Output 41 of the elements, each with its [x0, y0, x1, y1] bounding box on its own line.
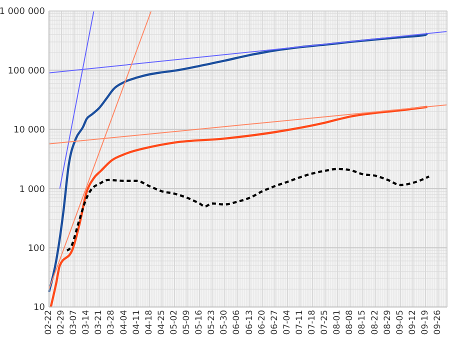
line-series [50, 106, 428, 308]
x-tick-label: 09-19 [420, 310, 430, 335]
x-tick-label: 03-07 [69, 310, 80, 335]
x-tick-label: 09-05 [395, 310, 406, 335]
x-tick-label: 06-20 [257, 310, 268, 335]
x-tick-label: 07-18 [308, 310, 318, 335]
x-tick-label: 06-13 [244, 310, 255, 335]
y-tick-label: 1 000 000 [0, 7, 46, 18]
x-tick-label: 02-29 [56, 310, 67, 335]
x-tick-label: 09-12 [408, 310, 418, 335]
x-tick-label: 03-14 [82, 310, 92, 335]
y-tick-label: 10 000 [14, 126, 46, 136]
x-tick-label: 04-25 [156, 310, 167, 335]
x-tick-label: 04-18 [144, 310, 154, 335]
x-tick-label: 08-01 [332, 310, 343, 335]
x-tick-label: 05-30 [220, 310, 230, 335]
x-tick-label: 05-09 [182, 310, 192, 335]
x-tick-label: 08-08 [345, 310, 356, 335]
x-tick-label: 02-22 [44, 310, 54, 335]
x-tick-label: 07-04 [282, 310, 292, 335]
y-tick-label: 100 [28, 244, 46, 254]
x-tick-label: 07-11 [294, 310, 305, 335]
line-series [66, 168, 430, 252]
x-tick-label: 08-15 [358, 310, 368, 335]
x-tick-label: 05-23 [207, 310, 218, 335]
x-tick-label: 05-16 [194, 310, 205, 335]
x-tick-label: 08-29 [382, 310, 393, 335]
y-tick-label: 100 000 [8, 66, 46, 76]
x-tick-label: 09-26 [433, 310, 444, 335]
x-tick-label: 03-28 [106, 310, 117, 335]
x-tick-label: 08-22 [370, 310, 380, 335]
y-tick-label: 1 000 [19, 184, 46, 195]
x-tick-label: 06-27 [270, 310, 280, 335]
line-series [48, 32, 428, 293]
y-tick-label: 10 [34, 303, 46, 314]
x-tick-label: 04-11 [132, 310, 142, 335]
x-tick-label: 03-21 [94, 310, 104, 335]
x-tick-label: 04-04 [119, 310, 130, 335]
x-tick-label: 07-25 [320, 310, 330, 335]
x-tick-label: 06-06 [232, 310, 242, 335]
x-tick-label: 05-02 [169, 310, 180, 335]
